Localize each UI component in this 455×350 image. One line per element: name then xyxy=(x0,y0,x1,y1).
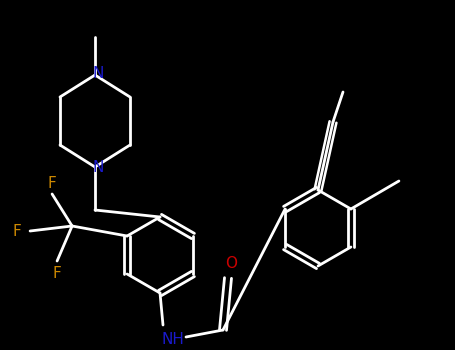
Text: N: N xyxy=(92,161,104,175)
Text: F: F xyxy=(48,176,56,191)
Text: F: F xyxy=(13,224,21,238)
Text: N: N xyxy=(92,66,104,82)
Text: NH: NH xyxy=(162,332,184,348)
Text: O: O xyxy=(225,257,237,272)
Text: F: F xyxy=(53,266,61,280)
